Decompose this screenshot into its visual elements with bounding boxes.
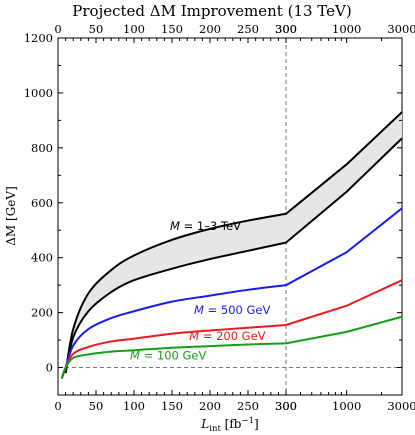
series-line-500-gev bbox=[60, 207, 403, 379]
y-tick-label: 400 bbox=[31, 251, 53, 265]
x-tick-label-top: 50 bbox=[89, 22, 104, 36]
annotation-label: M = 1–3 TeV bbox=[170, 219, 241, 233]
x-tick-label-bottom: 250 bbox=[237, 399, 259, 413]
annotation-text: = 1–3 TeV bbox=[180, 219, 241, 233]
chart-title: Projected ΔM Improvement (13 TeV) bbox=[72, 2, 351, 20]
y-tick-label: 1000 bbox=[24, 86, 53, 100]
x-tick-label-top: 100 bbox=[123, 22, 145, 36]
x-axis-label-unit: [fb bbox=[221, 417, 242, 431]
x-tick-label-bottom: 3000 bbox=[387, 399, 415, 413]
x-tick-label-top: 300 bbox=[275, 22, 297, 36]
x-tick-label-top: 250 bbox=[237, 22, 259, 36]
x-tick-label-top: 150 bbox=[161, 22, 183, 36]
annotation-symbol: M bbox=[189, 329, 199, 343]
x-tick-label-top: 300 bbox=[275, 22, 297, 36]
y-tick-label: 1200 bbox=[24, 31, 53, 45]
y-tick-label: 200 bbox=[31, 306, 53, 320]
x-tick-label-bottom: 50 bbox=[89, 399, 104, 413]
series-line-200-gev bbox=[60, 279, 403, 379]
annotation-symbol: M bbox=[170, 219, 180, 233]
band-fill bbox=[65, 112, 402, 374]
x-axis-label-close: ] bbox=[254, 417, 259, 431]
x-axis-label-symbol: L bbox=[200, 417, 209, 431]
band-upper-line bbox=[64, 111, 403, 374]
x-tick-label-top: 0 bbox=[54, 22, 61, 36]
annotation-symbol: M bbox=[130, 348, 140, 362]
band-layer bbox=[64, 111, 403, 374]
annotation-label: M = 200 GeV bbox=[189, 329, 265, 343]
x-tick-label-top: 3000 bbox=[387, 22, 415, 36]
annotation-label: M = 500 GeV bbox=[194, 303, 270, 317]
y-tick-label: 600 bbox=[31, 196, 53, 210]
plot-frame bbox=[57, 37, 403, 396]
x-tick-label-bottom: 300 bbox=[275, 399, 297, 413]
x-tick-label-bottom: 100 bbox=[123, 399, 145, 413]
x-tick-label-bottom: 300 bbox=[275, 399, 297, 413]
y-tick-label: 0 bbox=[46, 361, 53, 375]
band-lower-line bbox=[64, 137, 403, 374]
x-tick-label-top: 200 bbox=[199, 22, 221, 36]
x-axis-label-superscript: −1 bbox=[241, 416, 254, 426]
y-axis-label: ΔM [GeV] bbox=[4, 186, 18, 245]
x-tick-label-bottom: 200 bbox=[199, 399, 221, 413]
x-tick-label-bottom: 1000 bbox=[332, 399, 361, 413]
x-axis-label-subscript: int bbox=[209, 424, 221, 434]
series-layer bbox=[60, 207, 403, 379]
ticks-layer: 0050501001001501502002002502503003003003… bbox=[24, 22, 415, 413]
annotation-symbol: M bbox=[194, 303, 204, 317]
x-tick-label-bottom: 0 bbox=[54, 399, 61, 413]
x-tick-label-bottom: 150 bbox=[161, 399, 183, 413]
annotation-text: = 500 GeV bbox=[204, 303, 271, 317]
annotation-text: = 200 GeV bbox=[199, 329, 266, 343]
x-tick-label-top: 1000 bbox=[332, 22, 361, 36]
x-axis-label: Lint [fb−1] bbox=[200, 416, 258, 434]
y-tick-label: 800 bbox=[31, 141, 53, 155]
series-line-100-gev bbox=[60, 315, 403, 379]
annotation-text: = 100 GeV bbox=[140, 348, 207, 362]
annotation-label: M = 100 GeV bbox=[130, 348, 206, 362]
